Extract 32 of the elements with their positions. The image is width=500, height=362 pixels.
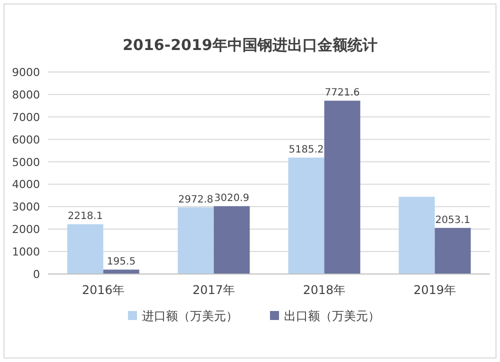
y-tick-label: 2000: [12, 223, 40, 236]
bar: [324, 100, 360, 274]
y-tick-label: 8000: [12, 88, 40, 102]
data-label: 2218.1: [68, 211, 103, 222]
bar: [67, 224, 104, 274]
bar: [398, 196, 435, 274]
data-label: 2053.1: [435, 214, 470, 226]
data-label: 5185.2: [288, 144, 324, 156]
data-label: 2972.8: [178, 194, 214, 206]
bar: [103, 270, 140, 274]
y-tick-label: 3000: [12, 200, 40, 214]
y-tick-label: 1000: [12, 246, 40, 259]
y-tick-label: 6000: [12, 133, 40, 146]
y-tick-label: 4000: [12, 178, 40, 192]
x-tick-label: 2019年: [413, 283, 456, 297]
bar: [434, 228, 471, 274]
chart-title: 2016-2019年中国钢进出口金额统计: [122, 36, 378, 54]
legend-label: 出口额（万美元）: [284, 309, 380, 323]
data-label: 7721.6: [324, 88, 360, 99]
y-tick-label: 7000: [12, 110, 40, 124]
bar: [178, 207, 214, 274]
data-label: 3020.9: [214, 193, 250, 204]
legend-label: 进口额（万美元）: [142, 309, 238, 323]
x-tick-label: 2017年: [192, 283, 236, 297]
bar: [288, 158, 324, 274]
x-tick-label: 2018年: [302, 283, 346, 297]
x-tick-label: 2016年: [82, 283, 125, 297]
y-tick-label: 0: [33, 268, 40, 281]
bar: [214, 206, 250, 274]
data-label: 195.5: [106, 256, 136, 268]
y-tick-label: 5000: [12, 156, 40, 169]
y-tick-label: 9000: [12, 66, 40, 79]
